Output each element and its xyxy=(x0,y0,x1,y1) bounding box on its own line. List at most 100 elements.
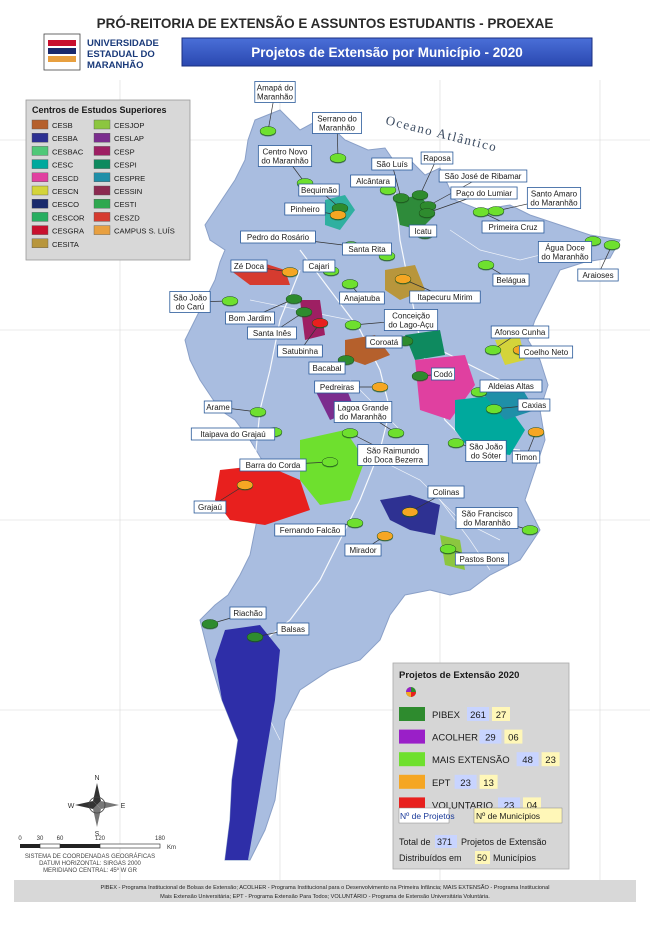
municipio-marker[interactable]: Grajaú xyxy=(193,480,254,514)
municipio-marker[interactable]: Balsas xyxy=(246,622,310,643)
municipio-marker[interactable]: Belágua xyxy=(477,260,530,287)
municipio-marker[interactable]: Caxias xyxy=(485,398,551,415)
marker-disc xyxy=(259,126,277,136)
projetos-legend-row: ACOLHER 29 06 xyxy=(399,729,523,744)
municipio-marker[interactable]: Água Doce do Maranhão xyxy=(537,236,602,263)
municipio-marker[interactable]: Zé Doca xyxy=(230,259,299,278)
municipio-marker[interactable]: Coelho Neto xyxy=(512,345,574,359)
municipio-label: Fernando Falcão xyxy=(280,526,341,535)
municipio-marker[interactable]: Lagoa Grande do Maranhão xyxy=(333,401,405,439)
municipio-marker[interactable]: Itaipava do Grajaú xyxy=(190,427,283,441)
header-block: PRÓ-REITORIA DE EXTENSÃO E ASSUNTOS ESTU… xyxy=(43,16,593,71)
municipio-marker[interactable]: Mirador xyxy=(344,531,394,557)
projetos-count-box xyxy=(467,707,489,721)
municipio-marker[interactable]: São João do Carú xyxy=(169,291,239,313)
municipio-marker[interactable]: São João do Sóter xyxy=(447,438,507,462)
municipio-marker[interactable]: Santa Rita xyxy=(342,242,396,262)
centros-label: CESCN xyxy=(52,187,79,196)
marker-disc xyxy=(341,279,359,289)
municipio-label: São José de Ribamar xyxy=(445,172,522,181)
marker-disc xyxy=(321,457,339,467)
municipios-count-box xyxy=(479,774,498,789)
municipio-marker[interactable]: Aldeias Altas xyxy=(470,379,543,398)
centros-label: CESZD xyxy=(114,213,140,222)
municipio-marker[interactable]: Coroatá xyxy=(365,335,414,349)
municipio-label: Caxias xyxy=(522,401,546,410)
centros-legend-title: Centros de Estudos Superiores xyxy=(32,105,167,115)
marker-disc xyxy=(281,267,299,277)
municipio-marker[interactable]: São Francisco do Maranhão xyxy=(455,507,539,536)
centros-swatch xyxy=(31,198,49,209)
projetos-count: 48 xyxy=(522,755,533,766)
municipio-marker[interactable]: Cajari xyxy=(302,259,340,277)
centros-legend-item: CESJOP xyxy=(93,119,144,130)
municipio-label: Alcântara xyxy=(356,177,390,186)
university-name-line3: MARANHÃO xyxy=(87,60,143,71)
municipio-marker[interactable]: Codó xyxy=(411,367,455,382)
centros-swatch xyxy=(93,212,111,222)
marker-disc xyxy=(387,428,405,438)
municipio-marker[interactable]: Afonso Cunha xyxy=(484,325,550,356)
marker-disc xyxy=(401,507,419,517)
projetos-legend-row: MAIS EXTENSÃO 48 23 xyxy=(399,752,560,767)
marker-disc xyxy=(311,318,329,328)
municipio-label: Timon xyxy=(515,453,537,462)
municipio-marker[interactable]: Santo Amaro do Maranhão xyxy=(487,187,582,217)
municipio-marker[interactable]: Colinas xyxy=(401,485,465,518)
municipio-marker[interactable]: Bequimão xyxy=(298,183,349,214)
centros-legend-item: CAMPUS S. LUÍS xyxy=(93,225,175,236)
municipio-label-box xyxy=(276,622,310,636)
municipio-marker[interactable]: Primeira Cruz xyxy=(472,207,545,234)
municipio-label-box xyxy=(479,379,543,393)
municipio-marker[interactable]: Pastos Bons xyxy=(439,544,510,566)
municipio-marker[interactable]: Pinheiro xyxy=(284,202,347,221)
centros-label: CESJOP xyxy=(114,121,144,130)
municipio-label-box xyxy=(344,543,382,557)
municipio-marker[interactable]: Itapecuru Mirim xyxy=(394,274,481,304)
municipio-marker[interactable]: Conceição do Lago-Açu xyxy=(344,309,439,331)
municipio-label-box xyxy=(481,220,545,234)
municipio-marker[interactable]: Alcântara xyxy=(350,174,397,196)
municipio-label: Codó xyxy=(433,370,453,379)
municipio-marker[interactable]: Pedreiras xyxy=(314,380,389,394)
municipio-marker[interactable]: Serrano do Maranhão xyxy=(312,112,362,164)
municipio-marker[interactable]: Amapá do Maranhão xyxy=(254,81,296,137)
municipio-label-box xyxy=(371,157,413,171)
centros-label: CESBAC xyxy=(52,147,84,156)
municipio-marker[interactable]: Santa Inês xyxy=(247,307,313,340)
municipio-marker[interactable]: Riachão xyxy=(201,606,267,630)
municipio-marker[interactable]: Bom Jardim xyxy=(225,294,303,325)
projetos-legend-row: PIBEX 261 27 xyxy=(399,707,510,721)
municipio-marker[interactable]: Anajatuba xyxy=(339,279,385,305)
municipio-marker[interactable]: Paço do Lumiar xyxy=(418,186,518,219)
centros-label: CESP xyxy=(114,147,135,156)
centros-swatch xyxy=(31,212,49,222)
municipio-marker[interactable]: Bacabal xyxy=(308,355,355,375)
marker-disc xyxy=(392,193,410,203)
municipio-label: Barra do Corda xyxy=(246,461,301,470)
marker-disc xyxy=(346,518,364,528)
municipio-marker[interactable]: Araioses xyxy=(577,240,621,282)
municipios-count: 04 xyxy=(527,800,538,811)
municipio-marker[interactable]: Fernando Falcão xyxy=(274,518,364,537)
projetos-legend-row: EPT 23 13 xyxy=(399,774,498,789)
municipio-marker[interactable]: Icatu xyxy=(408,224,438,240)
municipio-marker[interactable]: Arame xyxy=(203,400,267,418)
municipio-marker[interactable]: Barra do Corda xyxy=(239,457,339,472)
distributed-value: 50 xyxy=(477,853,487,863)
municipio-marker[interactable]: São Raimundo do Doca Bezerra xyxy=(341,428,429,466)
centros-legend-item: CESTI xyxy=(93,198,136,209)
marker-disc xyxy=(246,632,264,642)
centros-swatch xyxy=(31,119,49,130)
municipio-markers: Amapá do Maranhão Serrano do Maranhão Centro… xyxy=(169,81,621,643)
municipio-marker[interactable]: São Luís xyxy=(371,157,413,204)
centros-label: CESPRE xyxy=(114,174,145,183)
municipio-label: Zé Doca xyxy=(234,262,265,271)
municipio-marker[interactable]: Raposa xyxy=(411,151,454,201)
municipio-marker[interactable]: Timon xyxy=(511,427,545,464)
municipio-label: Santo Amaro do Maranhão xyxy=(530,190,578,208)
projetos-count-box xyxy=(479,729,502,744)
municipio-marker[interactable]: Satubinha xyxy=(277,318,329,358)
